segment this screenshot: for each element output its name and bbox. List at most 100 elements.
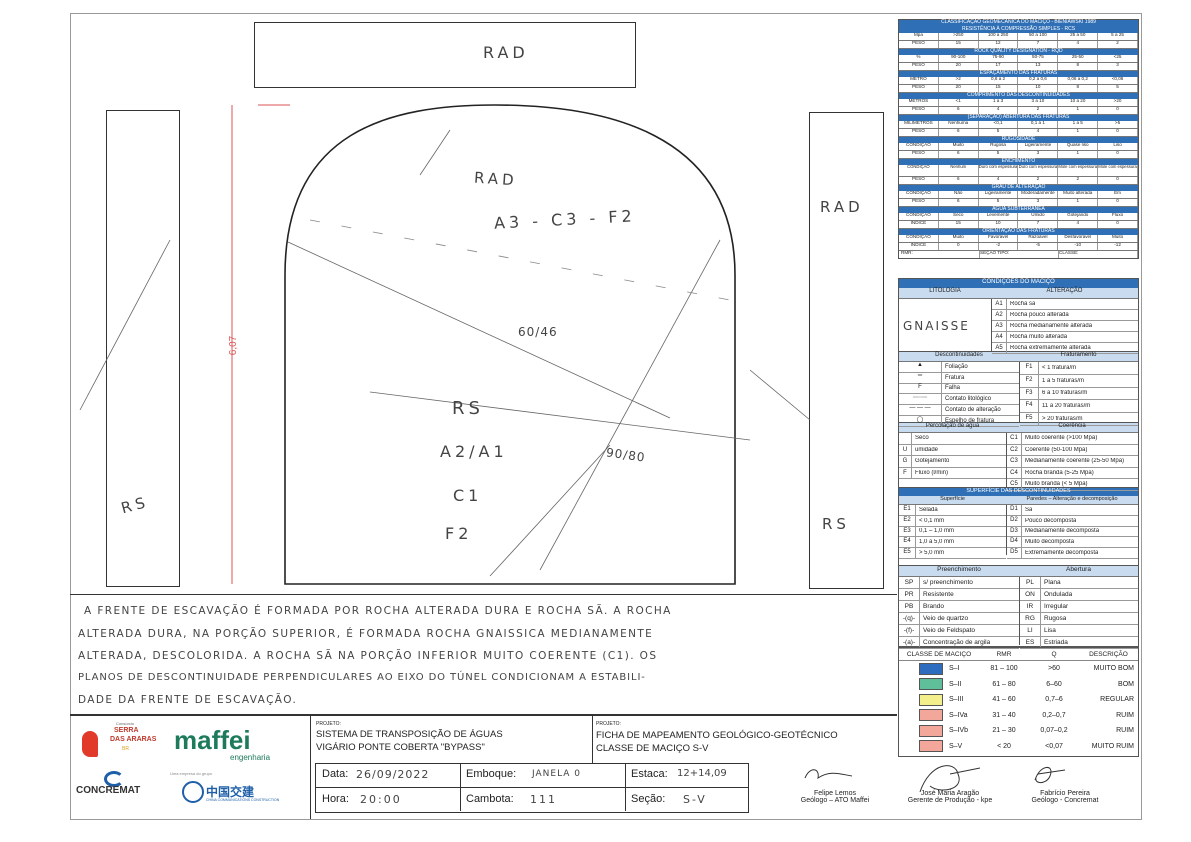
rmr-cell: -2 — [979, 243, 1019, 250]
discontinuity-text: Contato litológico — [945, 396, 992, 403]
alteration-code: A3 — [992, 321, 1007, 331]
rmr-cell: PESO — [899, 41, 939, 48]
filling-text: Brando — [923, 603, 944, 610]
field-grid: Data: 26/09/2022 Emboque: JANELA 0 Estac… — [315, 763, 749, 813]
rmr-cell: 4 — [1058, 221, 1099, 228]
rmr-cell: 0 — [1098, 221, 1138, 228]
secao-cell: Seção: S-V — [625, 788, 748, 811]
alteration-row: A2 Rocha pouco alterada — [992, 310, 1138, 321]
signature-1: Felipe Lemos Geólogo – ATO Maffei — [780, 770, 890, 814]
class-name: S–V — [949, 742, 963, 750]
opening-code: PL — [1020, 577, 1041, 588]
opening-code: IR — [1020, 601, 1041, 612]
rmr-cell: 1 — [1058, 107, 1099, 114]
rmr-cell: 75-90 — [979, 55, 1019, 62]
massif-title: CONDIÇÕES DO MACIÇO — [899, 279, 1138, 288]
rmr-cell: Muito — [939, 143, 979, 150]
rmr-cell: 0,6 a 2 — [979, 77, 1019, 84]
surface-text: 1,0 a 5,0 mm — [919, 539, 955, 546]
data-label: Data: — [322, 768, 349, 780]
alteration-code: A1 — [992, 299, 1007, 309]
rmr-cell: PESO — [899, 63, 939, 70]
rmr-cell: 15 — [979, 85, 1019, 92]
class-row: S–V < 20 <0,07 MUITO RUIM — [899, 739, 1138, 755]
rmr-cell: 4 — [979, 107, 1019, 114]
opening-row: IR Irregular — [1020, 601, 1138, 613]
rmr-cell: 3 — [1098, 63, 1138, 70]
rmr-cell: Mpa — [899, 33, 939, 40]
rmr-row: CONDIÇÃO Não Ligeiramente Moderadamente Muit… — [899, 191, 1138, 199]
water-code: G — [899, 456, 912, 467]
wall-text: Muito decomposta — [1025, 539, 1075, 546]
rmr-cell: 5 — [979, 129, 1019, 136]
rmr-cell: 7 — [1018, 221, 1059, 228]
surface-code: E1 — [899, 505, 916, 515]
rmr-cell: 5 — [979, 151, 1019, 158]
rmr-cell: 1 a 3 — [979, 99, 1019, 106]
fracture-row: F4 11 a 20 fraturas/m — [1020, 400, 1138, 414]
filling-text: Veio de Feldspato — [923, 627, 976, 634]
rmr-cell: 50-75 — [1018, 55, 1059, 62]
rmr-cell: 6 — [939, 151, 979, 158]
rmr-cell: Rugosa — [979, 143, 1019, 150]
face-c-label: C1 — [453, 486, 483, 505]
rmr-cell: 4 — [1018, 129, 1059, 136]
class-row: S–II 61 – 80 6–60 BOM — [899, 677, 1138, 693]
rmr-row: CONDIÇÃO Nenhum Duro com espessura Duro com… — [899, 165, 1138, 177]
rmr-cell: 2 — [1018, 107, 1059, 114]
rmr-cell: 0,1 a 1 — [1018, 121, 1059, 128]
signature-1-name: Felipe Lemos — [813, 790, 857, 797]
class-q: 0,2–0,7 — [1042, 711, 1066, 719]
fracture-row: F1 < 1 fratura/m — [1020, 362, 1138, 375]
class-desc: RUIM — [1116, 711, 1134, 719]
rmr-cell: METROS — [899, 99, 939, 106]
rmr-group-title: COMPRIMENTO DAS DESCONTINUIDADES — [899, 93, 1138, 99]
opening-code: ON — [1020, 589, 1041, 600]
discontinuity-text: Fratura — [945, 374, 965, 381]
description-line-5: DADE DA FRENTE DE ESCAVAÇÃO. — [78, 694, 298, 706]
discontinuity-text: Espelho de fratura — [945, 417, 995, 424]
right-rad-label: RAD — [820, 198, 864, 216]
rmr-cell: Em — [1098, 191, 1138, 198]
cccc-icon — [182, 781, 204, 803]
rmr-cell: 3 — [1018, 199, 1059, 206]
rmr-cell: >20 — [1098, 99, 1138, 106]
rmr-row: PESO 6 5 4 1 0 — [899, 129, 1138, 137]
surface-code: E2 — [899, 515, 916, 526]
sheet-border — [70, 13, 1142, 820]
rmr-table: CLASSIFICAÇÃO GEOMECÂNICA DO MACIÇO - BI… — [898, 19, 1139, 259]
water-row: F Fluxo (l/min) — [899, 467, 1006, 479]
rmr-cell: 0 — [1098, 151, 1138, 158]
surface-row: E3 0,1 – 1,0 mm — [899, 526, 1006, 538]
description-line-1: A FRENTE DE ESCAVAÇÃO É FORMADA POR ROCH… — [84, 605, 672, 617]
water-text: umidade — [915, 446, 939, 453]
discontinuity-row: F Falha — [899, 383, 1019, 395]
rmr-cell: 10 a 20 — [1058, 99, 1099, 106]
cccc-logo: 中国交建 — [206, 785, 255, 799]
fracture-code: F1 — [1020, 362, 1039, 374]
class-color-swatch — [919, 662, 943, 675]
alteration-text: Rocha medianamente alterada — [1010, 323, 1093, 329]
opening-code: RG — [1020, 613, 1041, 624]
class-name: S–I — [949, 665, 960, 673]
hora-value: 20:00 — [360, 793, 402, 806]
rmr-cell: 0,06 a 0,2 — [1058, 77, 1099, 84]
opening-text: Lisa — [1044, 627, 1056, 634]
rmr-cell: MILÍMETROS — [899, 121, 939, 128]
signature-2: José Maria Aragão Gerente de Produção - … — [895, 770, 1005, 814]
emboque-label: Emboque: — [466, 768, 517, 780]
wall-code: D2 — [1007, 515, 1022, 526]
rmr-cell: Gotejando — [1058, 213, 1099, 220]
signature-3-role: Geólogo - Concremat — [1031, 797, 1099, 804]
class-desc: REGULAR — [1100, 696, 1134, 704]
rmr-cell: 6 — [939, 199, 979, 206]
filling-header: Preenchimento — [937, 566, 981, 573]
rmr-cell: Mole com espessura — [1098, 165, 1138, 176]
fracture-text: > 20 fraturas/m — [1042, 416, 1083, 423]
rmr-group-title: RESISTÊNCIA À COMPRESSÃO SIMPLES - RCS — [899, 27, 1138, 33]
height-label: 6,07 — [228, 335, 240, 356]
signature-1-role: Geólogo – ATO Maffei — [800, 797, 870, 804]
rmr-footer-classe: CLASSE: — [1059, 251, 1138, 258]
